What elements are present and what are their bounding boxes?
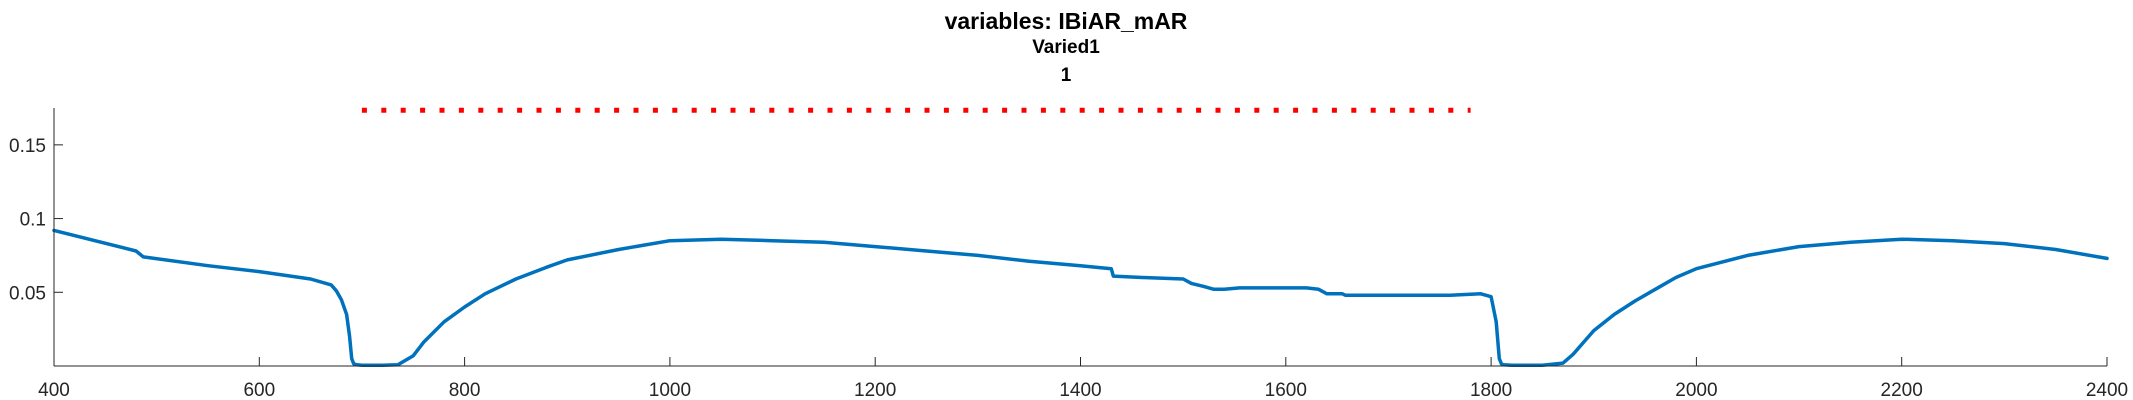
x-axis-ticks: 400 600 800 1000 1200 1400 1600 1800 2000 2200 240… [38,357,2128,400]
x-tick-label: 1800 [1470,380,1512,400]
x-tick-label: 2000 [1675,380,1717,400]
x-tick-label: 2400 [2086,380,2128,400]
chart-subtitle-1: Varied1 [1032,37,1100,58]
y-axis-ticks: 0.05 0.1 0.15 [9,136,63,304]
chart-title: variables: IBiAR_mAR [945,8,1188,34]
x-tick-label: 1000 [649,380,691,400]
series-layer [52,107,2109,368]
x-tick-label: 400 [38,380,70,400]
data-series-line [52,228,2109,368]
x-tick-label: 800 [449,380,481,400]
x-tick-label: 1200 [854,380,896,400]
y-tick-label: 0.15 [9,136,46,157]
chart-subtitle-2: 1 [1061,65,1072,86]
x-tick-label: 2200 [1881,380,1923,400]
y-tick-label: 0.05 [9,283,46,304]
x-tick-label: 600 [243,380,275,400]
x-tick-label: 1400 [1059,380,1101,400]
x-tick-label: 1600 [1265,380,1307,400]
y-tick-label: 0.1 [20,210,46,231]
